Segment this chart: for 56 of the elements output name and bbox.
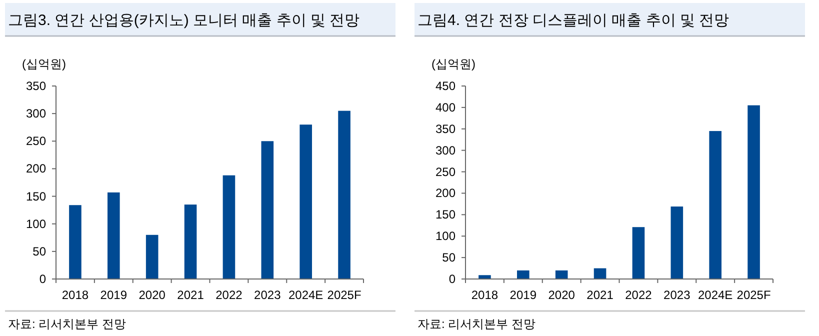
bar	[478, 275, 491, 279]
y-tick-label: 150	[435, 208, 456, 222]
bar	[300, 124, 312, 279]
x-tick-label: 2020	[548, 288, 576, 302]
bar	[222, 175, 236, 279]
chart-title: 그림3. 연간 산업용(카지노) 모니터 매출 추이 및 전망	[8, 12, 360, 29]
x-tick-label: 2021	[586, 288, 614, 302]
x-tick-label: 2021	[177, 288, 204, 302]
y-tick-label: 400	[435, 100, 456, 114]
y-tick-label: 250	[26, 134, 46, 148]
text: 자료: 리서치본부 전망	[8, 317, 126, 331]
bar	[555, 270, 568, 279]
x-tick-label: 2024E	[288, 288, 324, 302]
x-tick-label: 2024E	[698, 288, 733, 302]
y-tick-label: 450	[435, 79, 456, 93]
bar	[108, 192, 120, 279]
chart-title: 그림4. 연간 전장 디스플레이 매출 추이 및 전망	[418, 12, 730, 29]
y-tick-label: 50	[32, 244, 46, 258]
y-tick-label: 350	[435, 122, 456, 136]
bar	[338, 110, 350, 279]
x-tick-label: 2025F	[736, 288, 771, 302]
bar	[261, 141, 274, 279]
y-tick-label: 250	[435, 164, 456, 179]
bar	[670, 206, 684, 279]
x-tick-label: 2022	[625, 288, 652, 302]
bar	[709, 131, 722, 279]
y-tick-label: 0	[39, 272, 46, 286]
bar	[748, 105, 760, 279]
bar	[69, 205, 82, 279]
bar	[146, 234, 158, 279]
y-axis-title: (십억원)	[432, 57, 476, 71]
bar	[184, 204, 197, 279]
x-tick-label: 2023	[254, 288, 282, 302]
y-tick-label: 50	[442, 250, 456, 265]
x-tick-label: 2018	[62, 288, 89, 302]
x-tick-label: 2019	[510, 288, 537, 302]
y-tick-label: 200	[26, 162, 46, 176]
bar	[517, 270, 530, 279]
x-tick-label: 2023	[664, 288, 691, 302]
y-tick-label: 150	[26, 189, 46, 204]
y-tick-label: 350	[26, 79, 46, 93]
y-tick-label: 100	[26, 216, 46, 231]
y-tick-label: 300	[435, 143, 456, 158]
y-tick-label: 0	[448, 272, 456, 286]
bar	[632, 227, 645, 279]
bar	[594, 268, 606, 279]
y-tick-label: 100	[435, 229, 456, 244]
text: 자료: 리서치본부 전망	[418, 317, 536, 331]
x-tick-label: 2020	[138, 288, 166, 302]
y-tick-label: 300	[26, 106, 46, 121]
x-tick-label: 2025F	[327, 288, 362, 302]
x-tick-label: 2022	[216, 288, 243, 302]
y-axis-title: (십억원)	[22, 57, 66, 71]
x-tick-label: 2018	[471, 288, 498, 302]
x-tick-label: 2019	[100, 288, 128, 302]
y-tick-label: 200	[435, 186, 456, 200]
